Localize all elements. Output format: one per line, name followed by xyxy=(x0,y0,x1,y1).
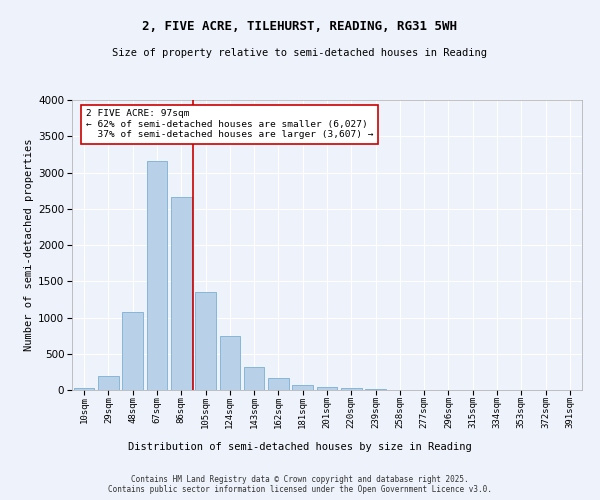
Bar xyxy=(74,388,94,390)
Text: 2 FIVE ACRE: 97sqm
← 62% of semi-detached houses are smaller (6,027)
  37% of se: 2 FIVE ACRE: 97sqm ← 62% of semi-detache… xyxy=(86,110,374,139)
Text: Size of property relative to semi-detached houses in Reading: Size of property relative to semi-detach… xyxy=(113,48,487,58)
Text: Distribution of semi-detached houses by size in Reading: Distribution of semi-detached houses by … xyxy=(128,442,472,452)
Bar xyxy=(195,292,216,390)
Bar xyxy=(268,378,289,390)
Bar xyxy=(98,376,119,390)
Bar xyxy=(122,312,143,390)
Bar xyxy=(171,197,191,390)
Bar xyxy=(244,367,265,390)
Y-axis label: Number of semi-detached properties: Number of semi-detached properties xyxy=(24,138,34,352)
Bar xyxy=(146,161,167,390)
Bar xyxy=(341,388,362,390)
Text: 2, FIVE ACRE, TILEHURST, READING, RG31 5WH: 2, FIVE ACRE, TILEHURST, READING, RG31 5… xyxy=(143,20,458,33)
Bar xyxy=(317,386,337,390)
Bar xyxy=(292,384,313,390)
Text: Contains HM Land Registry data © Crown copyright and database right 2025.
Contai: Contains HM Land Registry data © Crown c… xyxy=(108,474,492,494)
Bar xyxy=(220,336,240,390)
